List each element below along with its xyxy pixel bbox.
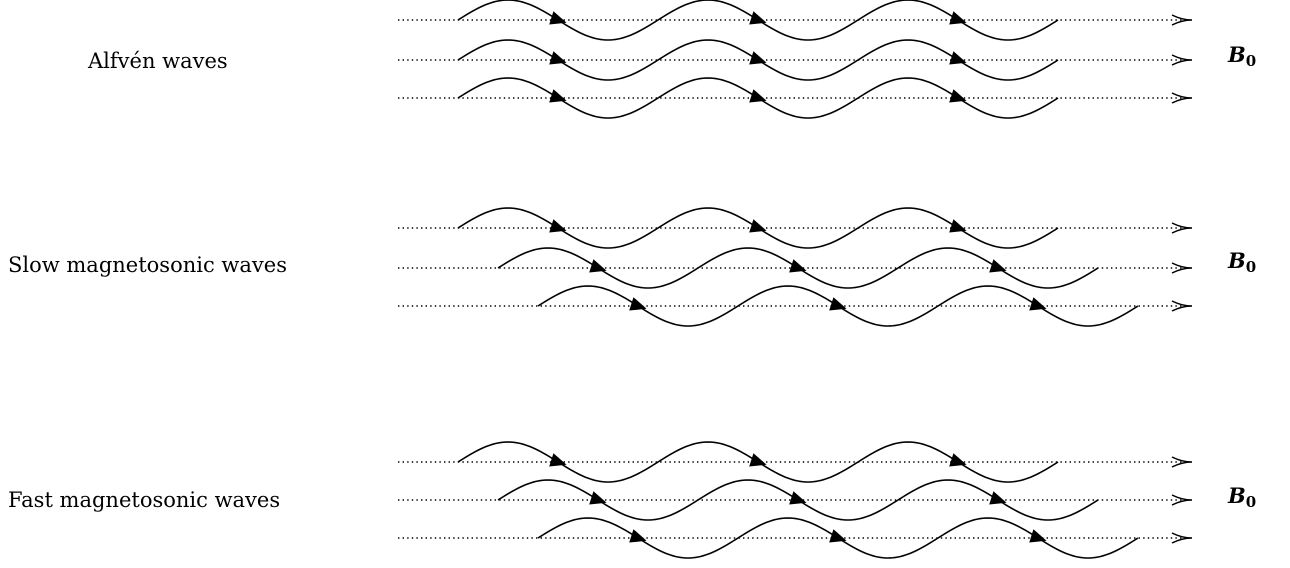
triangle-marker-icon <box>549 89 567 103</box>
triangle-marker-icon <box>789 491 807 505</box>
triangle-marker-icon <box>749 453 767 467</box>
b0-label-fast: B0 <box>1228 483 1257 511</box>
triangle-marker-icon <box>949 453 967 467</box>
field-line-alfven-3 <box>398 77 1193 119</box>
triangle-marker-icon <box>749 219 767 233</box>
field-line-fast-1 <box>398 441 1193 483</box>
arrowhead-icon <box>1171 222 1193 234</box>
triangle-marker-icon <box>1029 297 1047 311</box>
field-line-slow-3 <box>398 285 1193 327</box>
triangle-marker-icon <box>549 11 567 25</box>
b0-label-slow: B0 <box>1228 248 1257 276</box>
triangle-marker-icon <box>789 259 807 273</box>
field-line-alfven-2 <box>398 39 1193 81</box>
triangle-marker-icon <box>989 491 1007 505</box>
triangle-marker-icon <box>749 51 767 65</box>
triangle-marker-icon <box>749 89 767 103</box>
triangle-marker-icon <box>749 11 767 25</box>
slow-label: Slow magnetosonic waves <box>8 253 287 277</box>
arrowhead-icon <box>1171 262 1193 274</box>
triangle-marker-icon <box>589 259 607 273</box>
triangle-marker-icon <box>949 219 967 233</box>
triangle-marker-icon <box>549 219 567 233</box>
arrowhead-icon <box>1171 300 1193 312</box>
triangle-marker-icon <box>989 259 1007 273</box>
b0-label-alfven: B0 <box>1228 42 1257 70</box>
triangle-marker-icon <box>949 51 967 65</box>
arrowhead-icon <box>1171 494 1193 506</box>
triangle-marker-icon <box>949 89 967 103</box>
arrowhead-icon <box>1171 54 1193 66</box>
fast-label: Fast magnetosonic waves <box>8 488 281 512</box>
triangle-marker-icon <box>629 297 647 311</box>
field-line-slow-1 <box>398 207 1193 249</box>
field-line-alfven-1 <box>398 0 1193 41</box>
triangle-marker-icon <box>949 11 967 25</box>
triangle-marker-icon <box>549 453 567 467</box>
triangle-marker-icon <box>629 529 647 543</box>
triangle-marker-icon <box>829 529 847 543</box>
triangle-marker-icon <box>1029 529 1047 543</box>
triangle-marker-icon <box>549 51 567 65</box>
field-line-fast-2 <box>398 479 1193 521</box>
arrowhead-icon <box>1171 456 1193 468</box>
arrowhead-icon <box>1171 92 1193 104</box>
alfven-label: Alfvén waves <box>88 49 228 73</box>
field-line-fast-3 <box>398 517 1193 559</box>
arrowhead-icon <box>1171 14 1193 26</box>
arrowhead-icon <box>1171 532 1193 544</box>
triangle-marker-icon <box>589 491 607 505</box>
triangle-marker-icon <box>829 297 847 311</box>
field-line-slow-2 <box>398 247 1193 289</box>
